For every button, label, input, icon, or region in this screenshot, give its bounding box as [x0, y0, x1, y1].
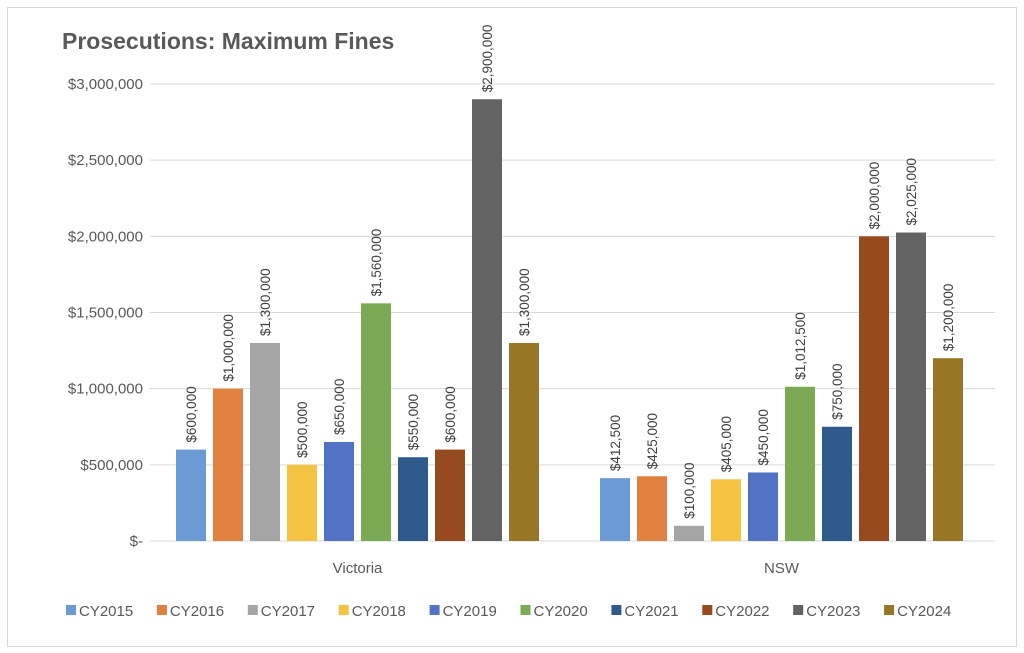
- legend-item-cy2022: CY2022: [702, 603, 770, 620]
- legend: CY2015 CY2016 CY2017 CY2018 CY2019 CY2020 CY20…: [66, 603, 951, 620]
- legend-item-cy2018: CY2018: [338, 603, 406, 620]
- data-label: $1,200,000: [941, 284, 956, 352]
- legend-item-cy2021: CY2021: [611, 603, 679, 620]
- bar-cy2023-victoria: [472, 99, 502, 541]
- legend-swatch: [156, 605, 167, 615]
- legend-label: CY2024: [897, 603, 951, 620]
- data-label: $500,000: [295, 402, 310, 458]
- bar-cy2016-nsw: [637, 476, 667, 541]
- bar-cy2016-victoria: [213, 388, 243, 541]
- legend-swatch: [520, 605, 531, 615]
- legend-item-cy2019: CY2019: [429, 603, 497, 620]
- x-axis: Victoria NSW: [333, 560, 800, 577]
- y-axis: $- $500,000 $1,000,000 $1,500,000 $2,000,000…: [68, 76, 143, 550]
- bar-cy2017-victoria: [250, 342, 280, 541]
- bar-cy2020-victoria: [361, 303, 391, 541]
- data-label: $1,000,000: [221, 314, 236, 382]
- data-label: $600,000: [443, 386, 458, 442]
- y-tick-label: $2,000,000: [68, 228, 143, 245]
- legend-swatch: [66, 605, 76, 615]
- y-tick-label: $1,500,000: [68, 305, 143, 322]
- legend-item-cy2024: CY2024: [884, 603, 951, 620]
- legend-item-cy2023: CY2023: [793, 603, 860, 620]
- data-label: $550,000: [406, 394, 421, 450]
- bar-cy2015-nsw: [600, 478, 630, 541]
- data-label: $650,000: [332, 379, 347, 435]
- legend-swatch: [429, 605, 440, 615]
- legend-swatch: [702, 605, 713, 615]
- legend-label: CY2023: [806, 603, 860, 620]
- bar-cy2024-victoria: [509, 342, 539, 541]
- legend-item-cy2015: CY2015: [66, 603, 133, 620]
- legend-swatch: [247, 605, 258, 615]
- legend-item-cy2017: CY2017: [247, 603, 315, 620]
- data-label: $412,500: [608, 415, 623, 471]
- bar-cy2024-nsw: [933, 358, 963, 541]
- legend-label: CY2018: [352, 603, 406, 620]
- y-tick-label: $1,000,000: [68, 381, 143, 398]
- legend-label: CY2015: [79, 603, 133, 620]
- bar-cy2019-nsw: [748, 472, 778, 541]
- data-label: $2,000,000: [867, 162, 882, 230]
- bar-cy2017-nsw: [674, 525, 704, 541]
- bar-cy2023-nsw: [896, 232, 926, 541]
- bar-cy2020-nsw: [785, 386, 815, 541]
- legend-swatch: [338, 605, 349, 615]
- legend-swatch: [884, 605, 895, 615]
- legend-item-cy2016: CY2016: [156, 603, 224, 620]
- category-label: NSW: [764, 560, 800, 577]
- legend-item-cy2020: CY2020: [520, 603, 588, 620]
- data-labels: $600,000 $1,000,000 $1,300,000 $500,000 $650…: [184, 25, 956, 519]
- data-label: $600,000: [184, 386, 199, 442]
- data-label: $450,000: [756, 409, 771, 465]
- bar-cy2019-victoria: [324, 441, 354, 541]
- legend-label: CY2017: [261, 603, 315, 620]
- bar-cy2015-victoria: [176, 449, 206, 541]
- bar-cy2018-nsw: [711, 479, 741, 541]
- legend-label: CY2020: [534, 603, 588, 620]
- data-label: $1,012,500: [793, 312, 808, 380]
- legend-label: CY2021: [624, 603, 678, 620]
- category-label: Victoria: [333, 560, 383, 577]
- y-tick-label: $3,000,000: [68, 76, 143, 93]
- data-label: $1,300,000: [517, 268, 532, 336]
- y-tick-label: $500,000: [80, 457, 143, 474]
- bar-cy2021-nsw: [822, 426, 852, 541]
- legend-label: CY2022: [715, 603, 769, 620]
- data-label: $100,000: [682, 462, 697, 518]
- data-label: $405,000: [719, 416, 734, 472]
- data-label: $2,900,000: [480, 25, 495, 93]
- data-label: $1,300,000: [258, 268, 273, 336]
- data-label: $2,025,000: [904, 158, 919, 226]
- bar-cy2018-victoria: [287, 464, 317, 541]
- legend-label: CY2019: [443, 603, 497, 620]
- chart-title: Prosecutions: Maximum Fines: [62, 28, 394, 54]
- legend-swatch: [793, 605, 804, 615]
- bar-cy2022-victoria: [435, 449, 465, 541]
- data-label: $750,000: [830, 363, 845, 419]
- legend-swatch: [611, 605, 622, 615]
- y-tick-label: $-: [130, 533, 143, 550]
- legend-label: CY2016: [170, 603, 224, 620]
- y-tick-label: $2,500,000: [68, 152, 143, 169]
- data-label: $1,560,000: [369, 229, 384, 297]
- bar-cy2021-victoria: [398, 457, 428, 541]
- bars: [176, 99, 963, 542]
- bar-cy2022-nsw: [859, 236, 889, 542]
- data-label: $425,000: [645, 413, 660, 469]
